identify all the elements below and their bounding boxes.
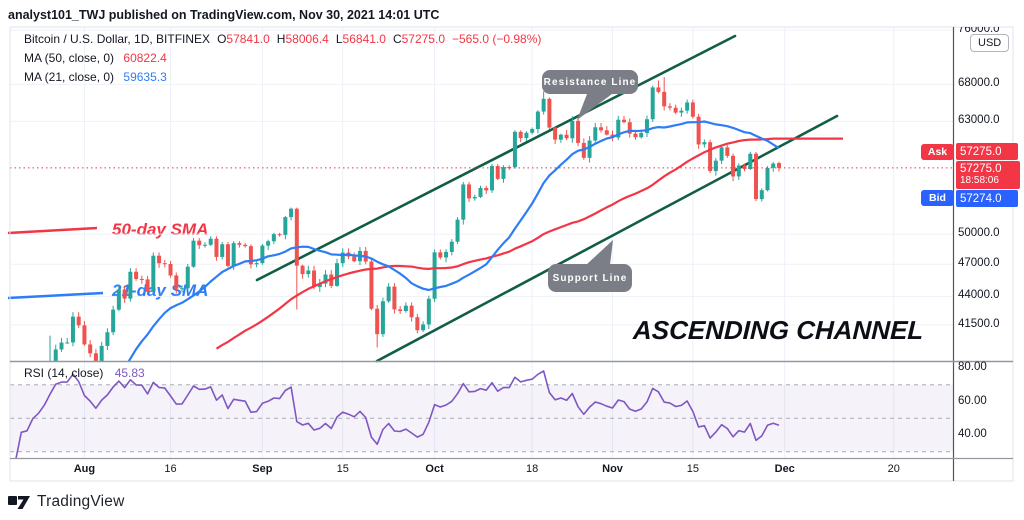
price-axis[interactable]: 76000.0 68000.0 63000.0 50000.0 47000.0 44000… [956, 27, 1022, 458]
ohlc-high: H58006.4 [276, 32, 329, 46]
rsi-legend-value: 45.83 [114, 366, 145, 380]
sma21-annotation-label: 21-day SMA [112, 281, 209, 300]
time-axis-label: Oct [425, 463, 444, 475]
ma21-legend-label: MA (21, close, 0) [24, 70, 115, 84]
support-callout-text: Support Line [552, 272, 628, 284]
rsi-legend-label: RSI (14, close) [24, 366, 104, 380]
support-line-callout: Support Line [548, 240, 632, 292]
rsi-legend-row: RSI (14, close) 45.83 [24, 366, 145, 380]
time-axis-label: Dec [774, 463, 795, 475]
resistance-trendline [255, 34, 737, 282]
resistance-callout-tail [577, 94, 612, 120]
time-axis-label: 15 [686, 463, 699, 475]
ohlc-close: C57275.0 [392, 32, 445, 46]
currency-badge[interactable]: USD [970, 34, 1010, 52]
chart-frame [9, 26, 1014, 482]
ascending-channel-label: ASCENDING CHANNEL [632, 315, 924, 345]
bid-tag[interactable]: Bid [921, 190, 954, 206]
change-value: −565.0 (−0.98%) [452, 32, 542, 46]
price-axis-label: 44000.0 [958, 289, 1000, 302]
symbol-title: Bitcoin / U.S. Dollar, 1D, BITFINEX [24, 32, 211, 46]
ask-tag[interactable]: Ask [921, 144, 954, 160]
ma50-legend-row: MA (50, close, 0) 60822.4 [24, 51, 167, 65]
resistance-callout-text: Resistance Line [543, 76, 637, 88]
rsi-line [15, 370, 780, 458]
support-trendline [375, 114, 839, 363]
price-axis-label: 50000.0 [958, 227, 1000, 240]
tradingview-logo-icon [8, 496, 30, 509]
publish-header: analyst101_TWJ published on TradingView.… [8, 8, 440, 22]
support-callout-tail [586, 240, 613, 265]
rsi-axis-label: 40.00 [958, 428, 987, 440]
ma50-legend-label: MA (50, close, 0) [24, 51, 115, 65]
ma50-legend-value: 60822.4 [123, 51, 167, 65]
time-axis-label: 20 [887, 463, 900, 475]
price-axis-label: 41500.0 [958, 317, 1000, 330]
time-axis-label: Nov [602, 463, 623, 475]
time-axis-label: Sep [252, 463, 273, 475]
sma-note-line [7, 226, 98, 235]
sma-note-line [7, 291, 104, 300]
time-axis-label: Aug [73, 463, 96, 475]
ma50-line [215, 137, 843, 350]
ohlc-low: L56841.0 [335, 32, 386, 46]
time-axis-label: 18 [526, 463, 539, 475]
brand-footer: TradingView [8, 492, 125, 512]
time-axis-label: 15 [336, 463, 349, 475]
bid-price-label: 57274.0 [956, 190, 1018, 207]
price-axis-label: 76000.0 [958, 27, 1000, 35]
ma21-legend-row: MA (21, close, 0) 59635.3 [24, 70, 167, 84]
ask-price-label: 57275.0 [956, 143, 1018, 160]
last-price-value: 57275.0 [960, 163, 1002, 175]
price-axis-label: 68000.0 [958, 77, 1000, 90]
ma21-line [127, 120, 780, 361]
symbol-legend-row: Bitcoin / U.S. Dollar, 1D, BITFINEX O5784… [24, 32, 541, 46]
ohlc-open: O57841.0 [217, 32, 270, 46]
rsi-levels [10, 384, 954, 453]
time-axis-label: 16 [164, 463, 177, 475]
price-axis-label: 47000.0 [958, 257, 1000, 270]
rsi-axis-label: 60.00 [958, 394, 987, 407]
resistance-line-callout: Resistance Line [542, 70, 638, 120]
brand-text: TradingView [37, 493, 125, 510]
bar-countdown: 18:58:06 [960, 175, 999, 186]
last-price-box: 57275.0 18:58:06 [956, 161, 1020, 189]
price-axis-label: 63000.0 [958, 114, 1000, 127]
ma21-legend-value: 59635.3 [123, 70, 167, 84]
time-axis[interactable]: Aug 16 Sep 15 Oct 18 Nov 15 Dec 20 [10, 459, 1014, 481]
rsi-axis-label: 80.00 [958, 361, 987, 373]
